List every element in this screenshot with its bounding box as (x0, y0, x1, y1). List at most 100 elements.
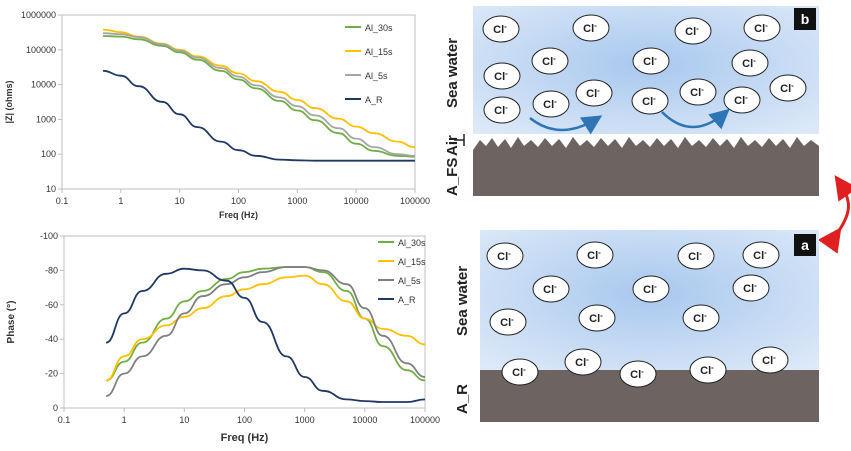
chloride-ion-label: Cl- (494, 103, 508, 117)
chloride-ion: Cl- (564, 348, 602, 376)
chloride-ion-label: Cl- (583, 21, 597, 35)
chloride-ion-label: Cl- (690, 85, 704, 99)
chloride-ion-label: Cl- (685, 24, 699, 38)
ion-charge: - (504, 22, 507, 31)
series-line-a_r (105, 267, 426, 403)
panel-b-air-bracket (454, 134, 465, 146)
plot-area-top: 0.1 1 10 100 1000 10000 100000 10 100 1000 10000 10… (4, 10, 430, 220)
chloride-ion: Cl- (483, 62, 521, 90)
chloride-ion: Cl- (679, 78, 717, 106)
ion-symbol: Cl (497, 251, 508, 263)
ion-symbol: Cl (643, 56, 654, 68)
chloride-ion: Cl- (682, 304, 720, 332)
ion-symbol: Cl (780, 83, 791, 95)
chloride-ion-label: Cl- (586, 86, 600, 100)
ion-charge: - (699, 249, 702, 258)
x-tick-label: 10000 (344, 196, 369, 206)
chloride-ion-label: Cl- (494, 69, 508, 83)
chloride-ion: Cl- (742, 241, 780, 269)
chloride-ion-label: Cl- (630, 367, 644, 381)
x-tick-label: 100000 (400, 196, 430, 206)
chloride-ion-circle (751, 346, 789, 374)
legend-entry: A_R (398, 295, 416, 305)
chloride-ion-circle (632, 47, 670, 75)
ion-symbol: Cl (512, 367, 523, 379)
chloride-ion: Cl- (531, 47, 569, 75)
y-tick-label: 10000 (31, 80, 56, 90)
ion-charge: - (554, 97, 557, 106)
x-tick-label: 0.1 (58, 415, 71, 425)
ion-charge: - (523, 365, 526, 374)
panel-a-sea-water-label: Sea water (454, 266, 471, 336)
chloride-ion-label: Cl- (512, 365, 526, 379)
ion-symbol: Cl (762, 355, 773, 367)
chloride-ion: Cl- (501, 358, 539, 386)
ion-symbol: Cl (543, 99, 554, 111)
ion-symbol: Cl (543, 284, 554, 296)
chloride-ion-circle (575, 79, 613, 107)
panel-b-ions: Cl- Cl-Cl- Cl-Cl-Cl- Cl- Cl-Cl- Cl-Cl-Cl- Cl-C… (482, 14, 807, 124)
chloride-ion-label: Cl- (734, 93, 748, 107)
chloride-ion-circle (632, 275, 670, 303)
ion-charge: - (508, 249, 511, 258)
chloride-ion-circle (532, 275, 570, 303)
ion-symbol: Cl (642, 96, 653, 108)
chloride-ion-circle (689, 356, 727, 384)
x-tick-label: 0.1 (56, 196, 69, 206)
legend-entry: A_R (365, 95, 383, 105)
ion-charge: - (600, 311, 603, 320)
chloride-ion-label: Cl- (542, 54, 556, 68)
series-line-al_30s (105, 266, 426, 382)
panel-b-sea-water-label: Sea water (444, 38, 461, 108)
y-tick-label: -60 (45, 300, 58, 310)
panel-b-air-gap (473, 134, 819, 144)
chloride-ion: Cl- (731, 49, 769, 77)
chloride-ion: Cl- (632, 275, 670, 303)
x-tick-label: 100000 (410, 415, 440, 425)
ion-charge: - (754, 281, 757, 290)
chloride-ion: Cl- (732, 274, 770, 302)
chloride-ion-circle (682, 304, 720, 332)
chloride-ion-label: Cl- (643, 282, 657, 296)
panel-a: a Sea water A_R Cl- Cl- Cl- Cl-Cl- Cl- Cl-Cl-… (454, 230, 819, 422)
ion-symbol: Cl (587, 250, 598, 262)
ion-charge: - (653, 94, 656, 103)
ion-charge: - (711, 363, 714, 372)
chloride-ion-circle (572, 14, 610, 42)
legend: Al_30s Al_15s Al_5s A_R (378, 238, 426, 305)
y-tick-label: 100000 (26, 45, 56, 55)
y-tick-label: 100 (41, 149, 56, 159)
plot-area-bottom: 0.1 1 10 100 1000 10000 100000 0 -20 -40 -60 -80 -10… (6, 231, 440, 444)
chloride-ion-circle (489, 308, 527, 336)
panel-b-flow-arrow-left (529, 115, 603, 135)
chloride-ion-label: Cl- (688, 249, 702, 263)
ion-symbol: Cl (575, 357, 586, 369)
transition-arrow (817, 175, 851, 254)
chloride-ion-label: Cl- (762, 353, 776, 367)
ion-charge: - (654, 282, 657, 291)
chloride-ion-circle (576, 241, 614, 269)
chloride-ion-circle (723, 86, 761, 114)
y-tick-label: -40 (45, 334, 58, 344)
chloride-ion: Cl- (677, 242, 715, 270)
ion-symbol: Cl (688, 251, 699, 263)
ion-symbol: Cl (630, 369, 641, 381)
ion-symbol: Cl (743, 283, 754, 295)
legend-entry: Al_30s (365, 23, 393, 33)
y-tick-label: 1000000 (21, 10, 56, 20)
chloride-ion-circle (679, 78, 717, 106)
x-tick-label: 1 (122, 415, 127, 425)
panel-b-air-label: Air (444, 135, 461, 156)
chloride-ion: Cl- (674, 17, 712, 45)
x-tick-label: 1000 (287, 196, 307, 206)
ion-charge: - (554, 282, 557, 291)
ion-symbol: Cl (494, 105, 505, 117)
ion-symbol: Cl (754, 23, 765, 35)
ion-symbol: Cl (500, 317, 511, 329)
panel-a-letter: a (801, 237, 809, 253)
legend-entry: Al_5s (398, 276, 421, 286)
panel-b-rough-substrate (473, 137, 819, 196)
y-axis-label: |Z| (ohms) (4, 80, 14, 123)
chloride-ion-label: Cl- (575, 355, 589, 369)
ion-symbol: Cl (589, 313, 600, 325)
